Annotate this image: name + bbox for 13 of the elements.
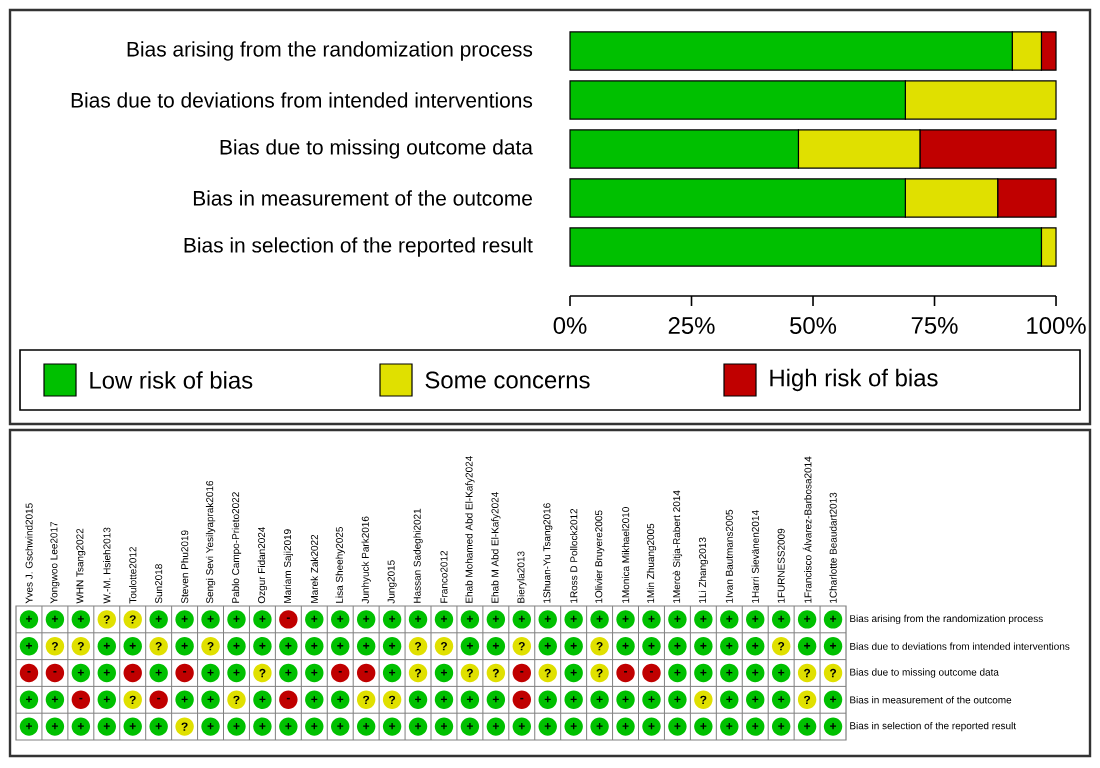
y-tick-label: Bias due to missing outcome data (220, 139, 533, 159)
legend-label: Low risk of bias (90, 371, 253, 389)
x-tick-label: 25% (668, 317, 715, 334)
x-tick-label: 50% (790, 317, 837, 334)
legend-label: Some concerns (425, 371, 590, 389)
legend-label: High risk of bias (770, 368, 938, 392)
y-tick-label: Bias in selection of the reported result (184, 237, 533, 257)
y-tick-label: Bias in measurement of the outcome (193, 190, 532, 206)
y-tick-label: Bias due to deviations from intended interventions (71, 92, 533, 108)
x-tick-label: 0% (553, 317, 587, 334)
y-tick-label: Bias arising from the randomization process (127, 41, 533, 61)
x-tick-label: 100% (1027, 317, 1086, 334)
x-tick-label: 75% (911, 317, 958, 334)
